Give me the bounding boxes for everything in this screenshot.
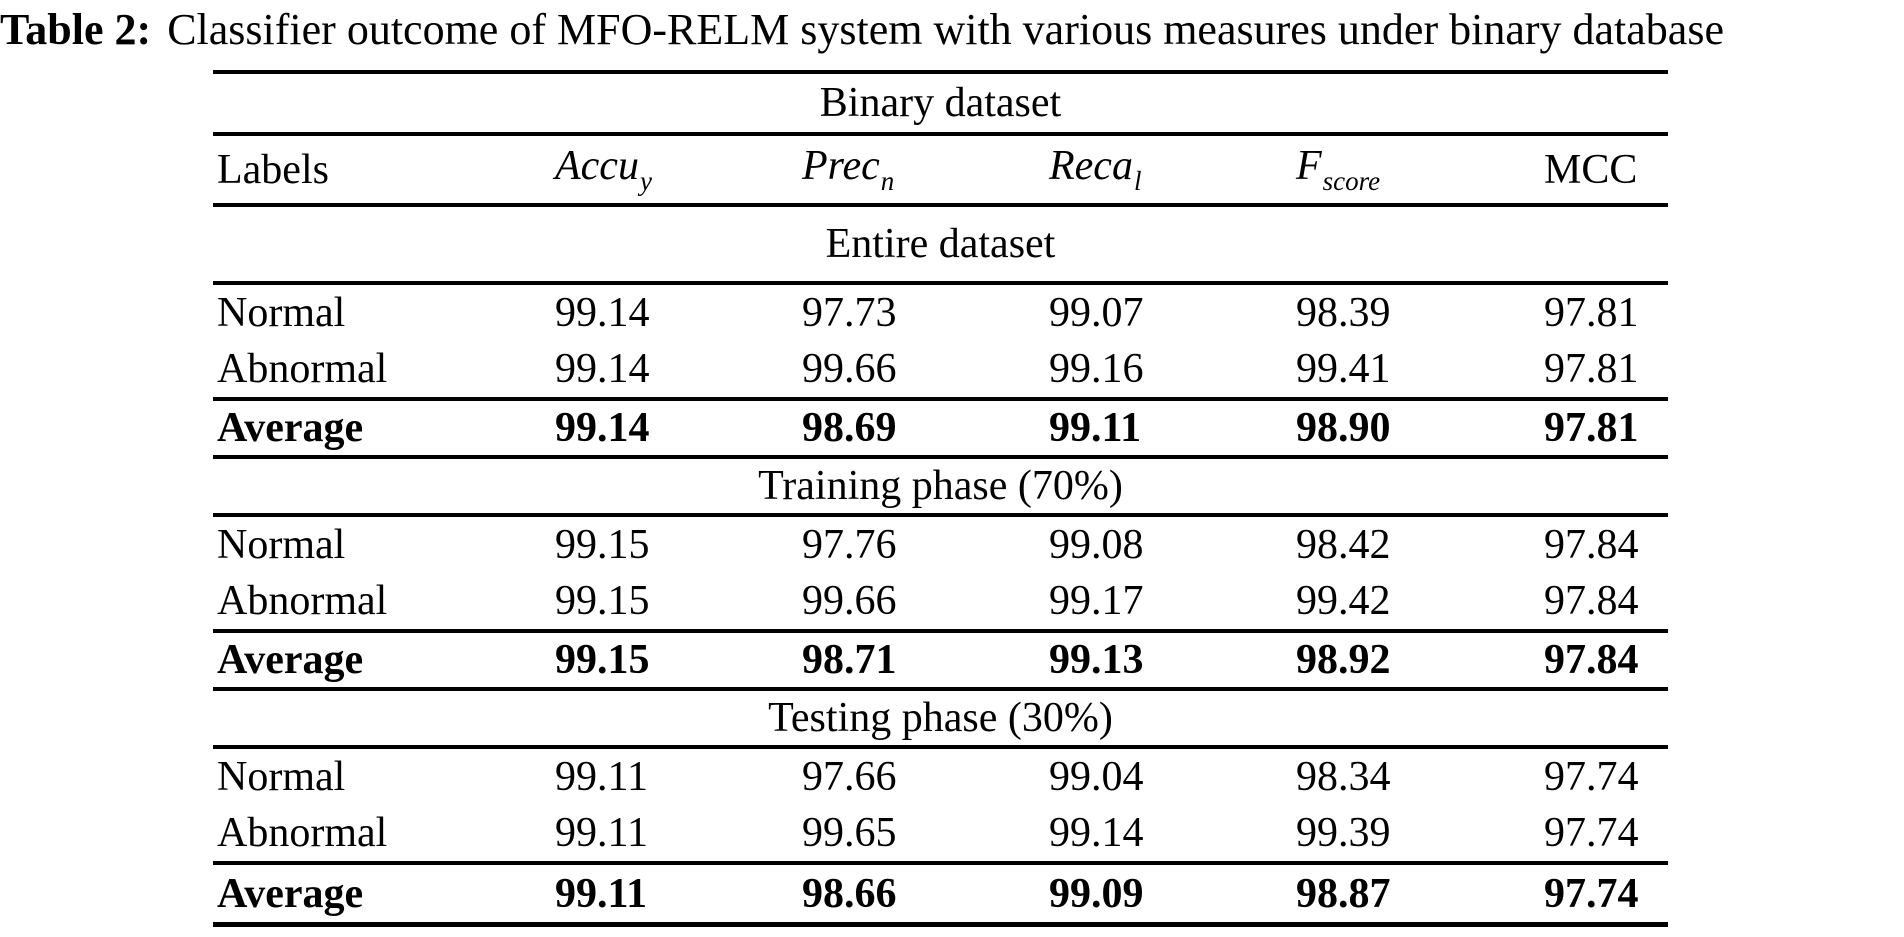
section-header-testing-phase: Testing phase (30%) [768,695,1113,741]
cell-precision: 98.69 [802,405,897,451]
cell-fscore: 98.90 [1296,405,1391,451]
cell-fscore: 99.39 [1296,810,1391,856]
cell-precision: 99.65 [802,810,897,856]
rule [213,745,1668,749]
row-label: Normal [217,290,346,336]
cell-recall: 99.04 [1049,754,1144,800]
cell-recall: 99.13 [1049,637,1144,683]
rule [213,203,1668,207]
column-header-mcc: MCC [1544,146,1638,193]
row-label: Average [217,637,364,683]
cell-mcc: 97.74 [1544,870,1639,917]
caption-text: Classifier outcome of MFO-RELM system wi… [167,5,1724,54]
cell-recall: 99.14 [1049,810,1144,856]
table-number: Table 2: [0,5,152,54]
row-label: Abnormal [217,346,388,392]
cell-mcc: 97.74 [1544,754,1639,800]
cell-recall: 99.16 [1049,346,1144,392]
row-label: Normal [217,754,346,800]
cell-accuracy: 99.11 [555,810,648,856]
cell-fscore: 98.87 [1296,870,1391,917]
cell-recall: 99.08 [1049,522,1144,568]
rule-top [213,70,1668,74]
cell-precision: 98.71 [802,637,897,683]
rule [213,281,1668,285]
cell-recall: 99.17 [1049,578,1144,624]
row-label: Normal [217,522,346,568]
cell-mcc: 97.81 [1544,346,1639,392]
table-caption: Table 2: Classifier outcome of MFO-RELM s… [0,4,1904,55]
table-row: Normal 99.15 97.76 99.08 98.42 97.84 [213,517,1668,573]
cell-mcc: 97.81 [1544,405,1639,451]
column-header-accuracy: Accuy [555,142,652,196]
rule [213,455,1668,459]
section-header-entire-dataset: Entire dataset [825,221,1056,267]
section-header-training-phase: Training phase (70%) [758,463,1123,509]
cell-accuracy: 99.11 [555,754,648,800]
cell-mcc: 97.74 [1544,810,1639,856]
cell-fscore: 98.42 [1296,522,1391,568]
row-label: Abnormal [217,578,388,624]
cell-accuracy: 99.15 [555,522,650,568]
rule [213,861,1668,865]
rule [213,687,1668,691]
cell-accuracy: 99.15 [555,578,650,624]
table-row: Abnormal 99.11 99.65 99.14 99.39 97.74 [213,805,1668,861]
cell-precision: 99.66 [802,578,897,624]
row-label: Average [217,405,364,451]
rule [213,629,1668,633]
cell-recall: 99.07 [1049,290,1144,336]
table-row: Abnormal 99.14 99.66 99.16 99.41 97.81 [213,341,1668,397]
rule [213,513,1668,517]
cell-precision: 97.73 [802,290,897,336]
cell-precision: 98.66 [802,870,897,917]
table-row-average: Average 99.14 98.69 99.11 98.90 97.81 [213,401,1668,455]
row-label: Abnormal [217,810,388,856]
table-row: Normal 99.11 97.66 99.04 98.34 97.74 [213,749,1668,805]
table-row-average: Average 99.15 98.71 99.13 98.92 97.84 [213,633,1668,687]
rule-bottom [213,922,1668,927]
rule [213,132,1668,136]
table-row-average: Average 99.11 98.66 99.09 98.87 97.74 [213,865,1668,922]
cell-accuracy: 99.14 [555,405,650,451]
cell-accuracy: 99.15 [555,637,650,683]
cell-precision: 99.66 [802,346,897,392]
table-row: Abnormal 99.15 99.66 99.17 99.42 97.84 [213,573,1668,629]
cell-accuracy: 99.14 [555,346,650,392]
cell-fscore: 98.34 [1296,754,1391,800]
cell-accuracy: 99.14 [555,290,650,336]
cell-mcc: 97.84 [1544,637,1639,683]
cell-mcc: 97.84 [1544,522,1639,568]
cell-fscore: 99.42 [1296,578,1391,624]
cell-fscore: 98.92 [1296,637,1391,683]
cell-mcc: 97.84 [1544,578,1639,624]
cell-precision: 97.66 [802,754,897,800]
cell-recall: 99.09 [1049,870,1144,917]
column-header-precision: Precn [802,142,895,196]
cell-fscore: 99.41 [1296,346,1391,392]
cell-recall: 99.11 [1049,405,1142,451]
span-header-binary-dataset: Binary dataset [819,80,1062,126]
column-header-labels: Labels [217,146,329,193]
cell-fscore: 98.39 [1296,290,1391,336]
column-header-fscore: Fscore [1296,142,1381,196]
table-row: Normal 99.14 97.73 99.07 98.39 97.81 [213,285,1668,341]
row-label: Average [217,870,364,917]
results-table: Binary dataset Labels Accuy Precn Recal … [213,70,1668,927]
column-header-row: Labels Accuy Precn Recal Fscore MCC [213,136,1668,203]
cell-accuracy: 99.11 [555,870,648,917]
column-header-recall: Recal [1049,142,1142,196]
cell-mcc: 97.81 [1544,290,1639,336]
cell-precision: 97.76 [802,522,897,568]
rule [213,397,1668,401]
